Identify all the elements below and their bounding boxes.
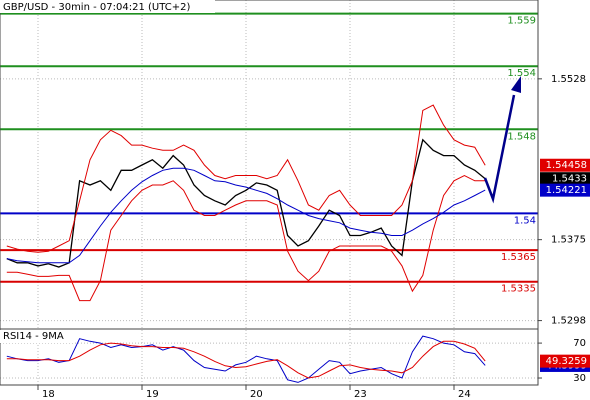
level-label: 1.559 — [507, 16, 536, 27]
price-tag-label: 1.54221 — [546, 185, 587, 196]
level-label: 1.54 — [514, 215, 536, 226]
series-line — [6, 340, 486, 379]
level-label: 1.5335 — [501, 284, 536, 295]
y-tick-label: 1.5375 — [551, 235, 586, 246]
price-tag — [540, 158, 590, 172]
x-tick-label: 24 — [458, 389, 471, 400]
price-tag-label: 49.3259 — [546, 356, 587, 367]
rsi-title: RSI14 - 9MA — [3, 331, 64, 342]
price-tag-label: 1.5433 — [552, 174, 587, 185]
price-tag — [540, 183, 590, 197]
x-tick-label: 19 — [146, 389, 159, 400]
price-tag-label: 1.54458 — [546, 160, 587, 171]
price-tag — [540, 172, 590, 186]
y-tick-label: 1.5298 — [551, 316, 586, 327]
arrow-head — [511, 76, 521, 93]
x-tick-label: 23 — [354, 389, 367, 400]
x-tick-label: 20 — [250, 389, 263, 400]
series-line — [6, 174, 486, 302]
level-label: 1.548 — [507, 131, 536, 142]
chart-title: GBP/USD - 30min - 07:04:21 (UTC+2) — [3, 2, 190, 13]
plot-layer: 18 19 20 23 24 1.559 1.554 1.548 1.54 1.5365 1.533… — [0, 0, 542, 400]
level-label: 1.554 — [507, 68, 536, 79]
title-box — [0, 0, 215, 13]
series-line — [6, 138, 486, 268]
y-tick-label: 30 — [573, 373, 586, 384]
y-tick-label: 70 — [573, 338, 586, 349]
x-tick-label: 18 — [42, 389, 55, 400]
forecast-arrow — [483, 94, 516, 204]
frame — [0, 0, 539, 386]
y-tick-label: 1.5528 — [551, 74, 586, 85]
series-line — [6, 104, 486, 253]
series-line — [6, 335, 486, 383]
series-line — [6, 167, 486, 264]
level-label: 1.5365 — [501, 252, 536, 263]
price-tag — [540, 354, 590, 368]
rsi-title-box — [0, 330, 75, 343]
